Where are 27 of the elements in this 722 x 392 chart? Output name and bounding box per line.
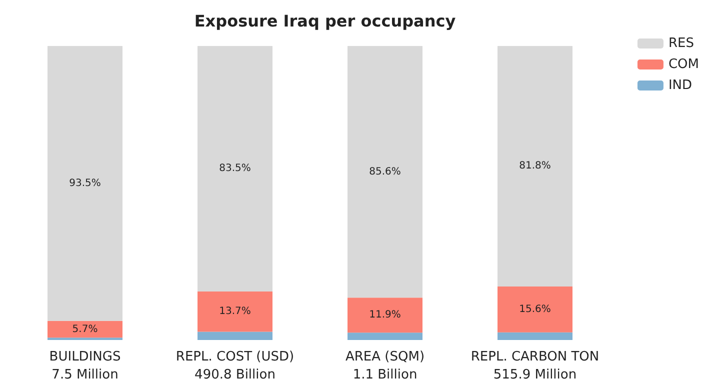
x-tick-label: REPL. COST (USD) 490.8 Billion: [176, 350, 294, 382]
data-label: 13.7%: [219, 306, 251, 318]
legend-label: IND: [668, 78, 692, 93]
bar: [348, 46, 422, 298]
bar: [348, 298, 422, 333]
bar: [48, 320, 122, 338]
x-tick-label: BUILDINGS 7.5 Million: [49, 350, 121, 382]
bar: [348, 332, 422, 340]
data-label: 15.6%: [519, 304, 551, 315]
data-label: 93.5%: [69, 178, 101, 189]
bar: [48, 46, 122, 321]
data-label: 83.5%: [219, 163, 251, 174]
bar: [198, 332, 272, 340]
bar: [198, 46, 272, 292]
chart-title: Exposure Iraq per occupancy: [194, 12, 456, 30]
x-tick-label: REPL. CARBON TON 515.9 Million: [470, 350, 600, 382]
data-label: 85.6%: [369, 166, 401, 178]
bar: [498, 46, 572, 286]
bar: [498, 332, 572, 340]
data-label: 11.9%: [369, 310, 401, 321]
legend-label: RES: [668, 36, 694, 51]
bar: [198, 291, 272, 332]
data-label: 81.8%: [519, 160, 551, 172]
legend-label: COM: [668, 57, 700, 72]
bar: [498, 286, 572, 332]
data-label: 5.7%: [72, 324, 98, 335]
x-tick-label: AREA (SQM) 1.1 Billion: [345, 350, 425, 382]
